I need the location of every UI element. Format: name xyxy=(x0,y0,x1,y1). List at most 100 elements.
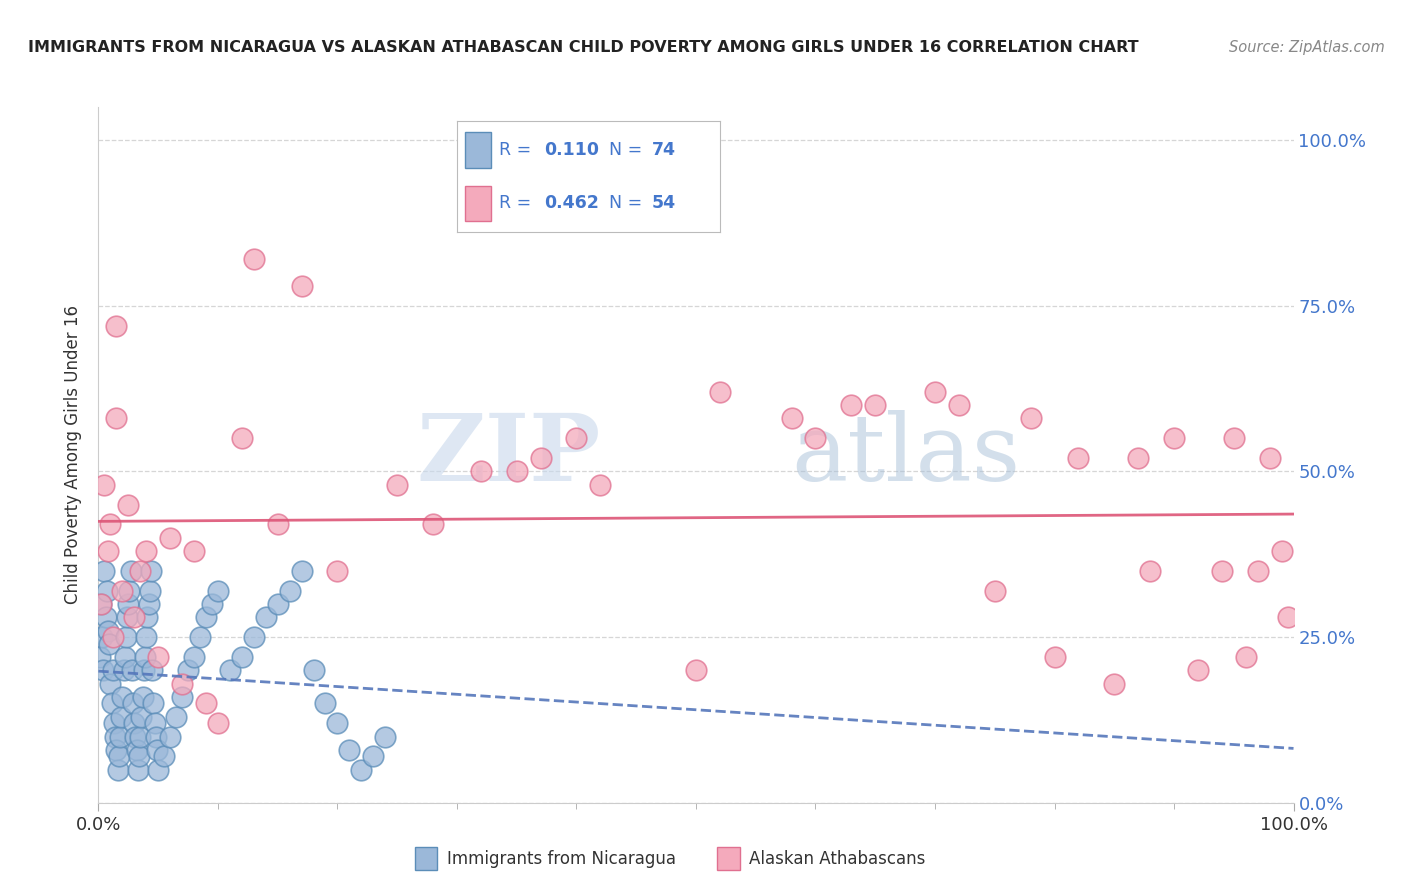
Point xyxy=(97,544,120,558)
Point xyxy=(122,697,145,711)
Point xyxy=(1043,650,1066,665)
Point xyxy=(115,630,138,644)
Point xyxy=(267,517,290,532)
Point xyxy=(118,583,141,598)
Point xyxy=(107,763,129,777)
Point xyxy=(124,730,146,744)
Point xyxy=(129,564,152,578)
Point xyxy=(104,730,127,744)
Point xyxy=(146,743,169,757)
Point xyxy=(89,650,111,665)
Point xyxy=(105,318,128,333)
Point xyxy=(105,743,128,757)
Point xyxy=(780,411,803,425)
Text: atlas: atlas xyxy=(792,410,1021,500)
Point xyxy=(153,749,176,764)
Point xyxy=(804,431,827,445)
Point xyxy=(363,749,385,764)
Text: Source: ZipAtlas.com: Source: ZipAtlas.com xyxy=(1229,40,1385,55)
Point xyxy=(128,749,150,764)
Point xyxy=(1187,663,1209,677)
Point xyxy=(948,398,970,412)
Point xyxy=(117,498,139,512)
Point xyxy=(374,730,396,744)
Point xyxy=(267,597,290,611)
Point xyxy=(138,597,160,611)
Point xyxy=(1211,564,1233,578)
Point xyxy=(121,663,143,677)
Point xyxy=(315,697,337,711)
Point xyxy=(188,630,211,644)
Point xyxy=(114,650,136,665)
Point xyxy=(278,583,301,598)
Point xyxy=(470,465,492,479)
Point xyxy=(1163,431,1185,445)
Point xyxy=(177,663,200,677)
Point xyxy=(94,610,117,624)
Point xyxy=(1067,451,1090,466)
Point xyxy=(135,544,157,558)
Point xyxy=(98,517,122,532)
Point xyxy=(350,763,373,777)
Point xyxy=(93,564,115,578)
Point xyxy=(1223,431,1246,445)
Point xyxy=(1019,411,1042,425)
Point xyxy=(195,610,218,624)
Point xyxy=(841,398,863,412)
Point xyxy=(129,730,152,744)
Point xyxy=(148,650,170,665)
Point xyxy=(91,663,114,677)
Point xyxy=(685,663,707,677)
Point xyxy=(112,663,135,677)
Point xyxy=(107,749,129,764)
Point xyxy=(105,411,128,425)
Y-axis label: Child Poverty Among Girls Under 16: Child Poverty Among Girls Under 16 xyxy=(63,305,82,605)
Point xyxy=(159,730,181,744)
Point xyxy=(326,564,349,578)
Point xyxy=(172,676,194,690)
Point xyxy=(103,716,125,731)
Text: Alaskan Athabascans: Alaskan Athabascans xyxy=(749,849,925,868)
Point xyxy=(131,709,153,723)
Point xyxy=(254,610,277,624)
Point xyxy=(565,431,588,445)
Point xyxy=(125,743,148,757)
Point xyxy=(207,583,229,598)
Point xyxy=(291,279,314,293)
Point xyxy=(90,597,112,611)
Point xyxy=(143,716,166,731)
Text: ZIP: ZIP xyxy=(416,410,600,500)
Point xyxy=(98,637,121,651)
Point xyxy=(1247,564,1270,578)
Point xyxy=(589,477,612,491)
Point xyxy=(865,398,887,412)
Point xyxy=(709,384,731,399)
Point xyxy=(132,663,155,677)
Point xyxy=(159,531,181,545)
Point xyxy=(231,431,253,445)
Point xyxy=(530,451,553,466)
Point xyxy=(91,630,114,644)
Point xyxy=(172,690,194,704)
Point xyxy=(302,663,325,677)
Point xyxy=(111,690,134,704)
Point xyxy=(422,517,444,532)
Point xyxy=(385,477,409,491)
Point xyxy=(131,690,153,704)
Point xyxy=(1271,544,1294,558)
Point xyxy=(139,583,162,598)
Point xyxy=(90,597,112,611)
Text: IMMIGRANTS FROM NICARAGUA VS ALASKAN ATHABASCAN CHILD POVERTY AMONG GIRLS UNDER : IMMIGRANTS FROM NICARAGUA VS ALASKAN ATH… xyxy=(28,40,1139,55)
Point xyxy=(117,597,139,611)
Point xyxy=(98,676,122,690)
Point xyxy=(108,730,131,744)
Point xyxy=(111,583,134,598)
Point xyxy=(96,583,118,598)
Point xyxy=(148,763,170,777)
Point xyxy=(1277,610,1299,624)
Point xyxy=(1104,676,1126,690)
Point xyxy=(124,716,146,731)
Point xyxy=(1258,451,1281,466)
Point xyxy=(142,697,165,711)
Point xyxy=(139,564,162,578)
